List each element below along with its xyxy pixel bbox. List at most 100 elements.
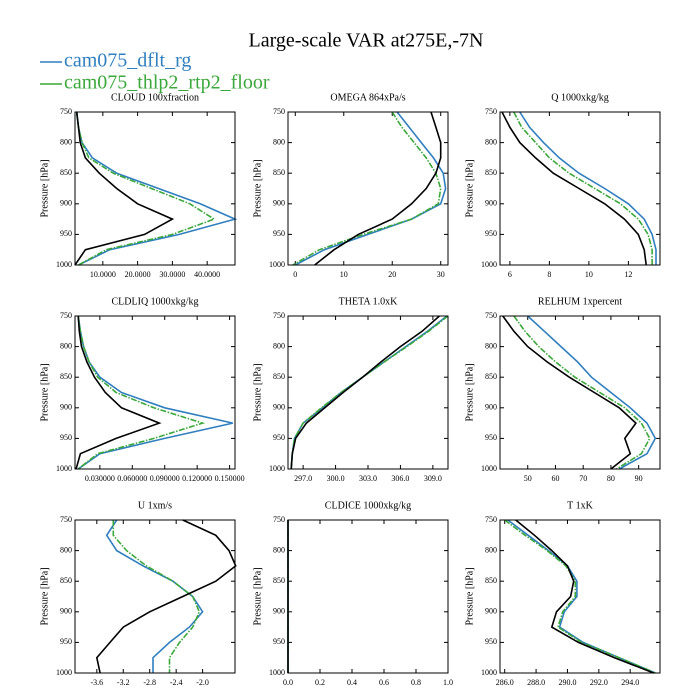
x-tick-label: 12 bbox=[624, 270, 632, 279]
y-tick-label: 1000 bbox=[56, 464, 72, 473]
x-tick-label: 0.060000 bbox=[117, 474, 147, 483]
profile-line bbox=[504, 519, 656, 674]
panel-title: U 1xm/s bbox=[138, 500, 172, 511]
plot-frame bbox=[287, 111, 449, 266]
profile-line bbox=[314, 111, 442, 266]
y-tick-label: 750 bbox=[273, 107, 285, 116]
x-tick-label: 30.0000 bbox=[159, 270, 185, 279]
y-tick-label: 850 bbox=[60, 576, 72, 585]
x-tick-label: 0.6 bbox=[379, 678, 389, 687]
x-tick-label: 300.0 bbox=[327, 474, 345, 483]
y-tick-label: 950 bbox=[273, 637, 285, 646]
x-tick-label: 0.120000 bbox=[182, 474, 212, 483]
y-tick-label: 750 bbox=[60, 107, 72, 116]
y-tick-label: 850 bbox=[273, 576, 285, 585]
y-axis-label: Pressure [hPa] bbox=[39, 159, 50, 217]
plot-frame bbox=[499, 519, 661, 674]
y-tick-label: 900 bbox=[60, 403, 72, 412]
y-tick-label: 950 bbox=[60, 433, 72, 442]
profile-line bbox=[290, 315, 448, 470]
y-tick-label: 800 bbox=[485, 545, 497, 554]
y-tick-label: 750 bbox=[485, 107, 497, 116]
y-tick-label: 900 bbox=[273, 199, 285, 208]
y-tick-label: 900 bbox=[60, 607, 72, 616]
x-tick-label: 6 bbox=[508, 270, 512, 279]
x-tick-label: 297.0 bbox=[294, 474, 312, 483]
plot-frame bbox=[74, 519, 236, 674]
y-tick-label: 800 bbox=[273, 545, 285, 554]
profile-line bbox=[527, 315, 657, 470]
plot-frame bbox=[287, 519, 449, 674]
y-tick-label: 1000 bbox=[269, 464, 285, 473]
profile-line bbox=[292, 111, 442, 266]
y-axis-label: Pressure [hPa] bbox=[252, 363, 263, 421]
y-tick-label: 1000 bbox=[56, 668, 72, 677]
y-tick-label: 950 bbox=[60, 637, 72, 646]
y-axis-label: Pressure [hPa] bbox=[464, 567, 475, 625]
x-tick-label: 10 bbox=[585, 270, 593, 279]
legend-label: cam075_thlp2_rtp2_floor bbox=[64, 72, 270, 94]
y-tick-label: 750 bbox=[273, 515, 285, 524]
profile-line bbox=[519, 111, 657, 265]
y-tick-label: 850 bbox=[485, 168, 497, 177]
y-tick-label: 800 bbox=[60, 545, 72, 554]
y-tick-label: 800 bbox=[273, 341, 285, 350]
profile-line bbox=[513, 315, 651, 470]
y-tick-label: 1000 bbox=[269, 668, 285, 677]
profile-line bbox=[77, 315, 206, 470]
panel-title: OMEGA 864xPa/s bbox=[330, 92, 405, 103]
plot-frame bbox=[499, 111, 661, 266]
y-tick-label: 1000 bbox=[56, 260, 72, 269]
y-tick-label: 800 bbox=[60, 341, 72, 350]
legend-label: cam075_dflt_rg bbox=[64, 50, 191, 72]
profile-line bbox=[75, 111, 216, 266]
y-axis-label: Pressure [hPa] bbox=[39, 363, 50, 421]
y-tick-label: 900 bbox=[273, 607, 285, 616]
y-tick-label: 800 bbox=[273, 137, 285, 146]
y-axis-label: Pressure [hPa] bbox=[464, 159, 475, 217]
profile-line bbox=[513, 111, 653, 265]
profile-line bbox=[112, 520, 201, 673]
profile-line bbox=[290, 315, 440, 470]
x-tick-label: 290.0 bbox=[558, 678, 576, 687]
x-tick-label: 303.0 bbox=[359, 474, 377, 483]
x-tick-label: -3.2 bbox=[117, 678, 130, 687]
panel-title: CLOUD 100xfraction bbox=[111, 92, 199, 103]
y-tick-label: 850 bbox=[485, 372, 497, 381]
panel-title: CLDICE 1000xkg/kg bbox=[325, 500, 411, 511]
y-tick-label: 900 bbox=[60, 199, 72, 208]
profile-line bbox=[515, 519, 654, 674]
x-tick-label: 294.0 bbox=[621, 678, 639, 687]
x-tick-label: 1.0 bbox=[443, 678, 453, 687]
x-tick-label: 50 bbox=[524, 474, 532, 483]
x-tick-label: 30 bbox=[437, 270, 445, 279]
x-tick-label: 0.090000 bbox=[150, 474, 180, 483]
x-tick-label: 40.0000 bbox=[194, 270, 220, 279]
y-tick-label: 1000 bbox=[481, 464, 497, 473]
y-tick-label: 750 bbox=[485, 311, 497, 320]
profile-line bbox=[74, 111, 175, 266]
y-tick-label: 850 bbox=[485, 576, 497, 585]
profile-line bbox=[502, 315, 637, 470]
y-tick-label: 1000 bbox=[269, 260, 285, 269]
profile-line bbox=[75, 315, 162, 470]
profile-line bbox=[507, 519, 656, 674]
y-tick-label: 900 bbox=[485, 607, 497, 616]
x-tick-label: 0.0 bbox=[283, 678, 293, 687]
plot-frame bbox=[74, 315, 236, 470]
x-tick-label: 0.4 bbox=[347, 678, 357, 687]
y-tick-label: 900 bbox=[485, 199, 497, 208]
panel-title: T 1xK bbox=[567, 500, 593, 511]
x-tick-label: 90 bbox=[635, 474, 643, 483]
y-tick-label: 950 bbox=[273, 229, 285, 238]
x-tick-label: 0.2 bbox=[315, 678, 325, 687]
y-tick-label: 950 bbox=[485, 637, 497, 646]
y-tick-label: 950 bbox=[485, 433, 497, 442]
y-tick-label: 850 bbox=[60, 168, 72, 177]
x-tick-label: 0.150000 bbox=[215, 474, 245, 483]
x-tick-label: 0.8 bbox=[411, 678, 421, 687]
x-tick-label: 10.0000 bbox=[90, 270, 116, 279]
y-tick-label: 1000 bbox=[481, 668, 497, 677]
plot-frame bbox=[74, 111, 236, 266]
